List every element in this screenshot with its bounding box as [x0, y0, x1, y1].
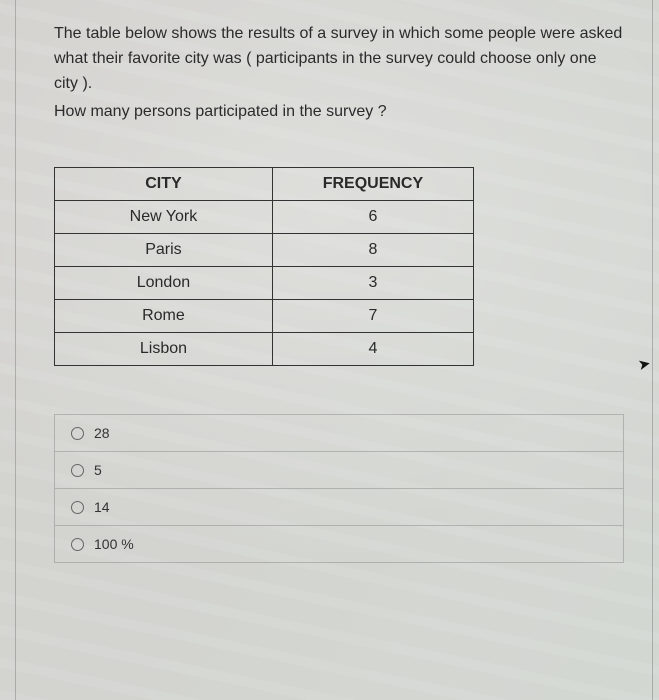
table-row: Lisbon 4	[55, 333, 474, 366]
radio-icon	[71, 427, 84, 440]
table-row: London 3	[55, 267, 474, 300]
table-row: Rome 7	[55, 300, 474, 333]
cell-freq: 7	[272, 300, 473, 333]
option-28[interactable]: 28	[55, 415, 623, 452]
cell-city: Paris	[55, 234, 273, 267]
cell-city: Rome	[55, 300, 273, 333]
cell-freq: 8	[272, 234, 473, 267]
radio-icon	[71, 538, 84, 551]
table-row: Paris 8	[55, 234, 474, 267]
question-text: The table below shows the results of a s…	[54, 22, 624, 125]
cell-freq: 3	[272, 267, 473, 300]
question-paragraph-2: How many persons participated in the sur…	[54, 100, 624, 125]
frequency-table: CITY FREQUENCY New York 6 Paris 8 London…	[54, 167, 474, 366]
cell-city: London	[55, 267, 273, 300]
option-5[interactable]: 5	[55, 452, 623, 489]
radio-icon	[71, 501, 84, 514]
option-100-percent[interactable]: 100 %	[55, 526, 623, 563]
option-14[interactable]: 14	[55, 489, 623, 526]
table-row: New York 6	[55, 201, 474, 234]
cell-city: New York	[55, 201, 273, 234]
header-city: CITY	[55, 168, 273, 201]
option-label: 100 %	[94, 536, 134, 552]
cell-freq: 4	[272, 333, 473, 366]
option-label: 5	[94, 462, 102, 478]
data-table-wrap: CITY FREQUENCY New York 6 Paris 8 London…	[54, 167, 624, 366]
question-card: The table below shows the results of a s…	[15, 0, 653, 700]
table-header-row: CITY FREQUENCY	[55, 168, 474, 201]
cell-city: Lisbon	[55, 333, 273, 366]
radio-icon	[71, 464, 84, 477]
question-paragraph-1: The table below shows the results of a s…	[54, 22, 624, 96]
option-label: 28	[94, 425, 110, 441]
cell-freq: 6	[272, 201, 473, 234]
header-frequency: FREQUENCY	[272, 168, 473, 201]
option-label: 14	[94, 499, 110, 515]
answer-options: 28 5 14 100 %	[54, 414, 624, 563]
